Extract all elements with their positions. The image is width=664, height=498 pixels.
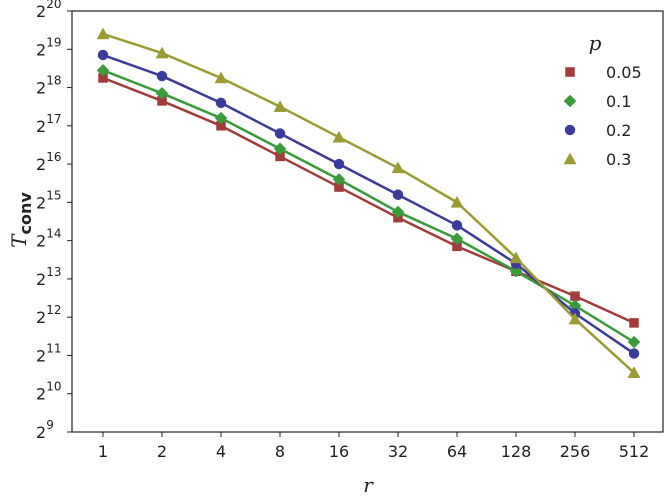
data-point bbox=[332, 130, 346, 143]
data-point bbox=[214, 71, 228, 84]
legend-label: 0.2 bbox=[606, 121, 631, 140]
legend-item-0.3: 0.3 bbox=[563, 150, 631, 169]
x-tick-label: 256 bbox=[560, 442, 591, 461]
x-tick-label: 16 bbox=[329, 442, 349, 461]
legend-marker bbox=[563, 94, 577, 108]
y-tick-label: 216 bbox=[36, 150, 61, 174]
legend: p0.05 0.1 0.2 0.3 bbox=[563, 31, 642, 169]
legend-label: 0.3 bbox=[606, 150, 631, 169]
series-line bbox=[102, 32, 635, 374]
x-tick-label: 128 bbox=[501, 442, 532, 461]
x-tick-label: 8 bbox=[275, 442, 285, 461]
data-point bbox=[332, 173, 346, 186]
y-tick-label: 220 bbox=[36, 0, 61, 21]
y-tick-label: 215 bbox=[36, 188, 61, 212]
data-point bbox=[274, 128, 286, 139]
data-point bbox=[450, 232, 464, 246]
legend-title: p bbox=[589, 31, 602, 55]
data-point bbox=[97, 49, 109, 61]
y-tick-label: 213 bbox=[36, 265, 61, 289]
data-point bbox=[568, 312, 582, 325]
y-tick-label: 214 bbox=[36, 227, 61, 251]
data-point bbox=[629, 318, 639, 328]
y-tick-label: 210 bbox=[36, 380, 61, 404]
data-point bbox=[627, 335, 641, 349]
data-point bbox=[451, 220, 463, 231]
data-point bbox=[333, 158, 345, 170]
series-0.3 bbox=[96, 27, 641, 378]
data-point bbox=[391, 205, 405, 219]
x-tick-label: 32 bbox=[388, 442, 408, 461]
y-tick-label: 211 bbox=[36, 341, 61, 365]
y-axis: 29 210 211 212 213 214 215 216 217 218 219 220 bbox=[36, 0, 72, 442]
data-point bbox=[215, 97, 227, 109]
data-point bbox=[628, 348, 640, 359]
data-point bbox=[392, 189, 404, 200]
x-tick-label: 64 bbox=[447, 442, 467, 461]
data-point bbox=[214, 111, 228, 125]
legend-item-0.1: 0.1 bbox=[563, 92, 631, 111]
y-tick-label: 219 bbox=[36, 35, 61, 59]
series-layer bbox=[96, 27, 641, 378]
legend-marker bbox=[563, 152, 577, 165]
x-tick-label: 512 bbox=[619, 442, 650, 461]
data-point bbox=[96, 63, 110, 77]
data-point bbox=[156, 70, 168, 82]
data-point bbox=[450, 195, 464, 208]
series-line bbox=[102, 76, 635, 325]
data-point bbox=[273, 142, 287, 156]
y-axis-label: Tconv bbox=[7, 192, 35, 248]
x-tick-label: 1 bbox=[98, 442, 108, 461]
data-point bbox=[509, 251, 523, 264]
data-point bbox=[96, 27, 110, 40]
legend-label: 0.05 bbox=[606, 63, 642, 82]
x-tick-label: 4 bbox=[216, 442, 226, 461]
legend-marker bbox=[565, 67, 575, 77]
data-point bbox=[155, 86, 169, 100]
legend-item-0.05: 0.05 bbox=[565, 63, 642, 82]
y-axis-label-main: T bbox=[7, 233, 31, 248]
x-axis: 1 2 4 8 16 32 64 128 256 512 bbox=[98, 432, 649, 461]
x-axis-label: r bbox=[363, 473, 374, 497]
y-tick-label: 218 bbox=[36, 74, 61, 98]
data-point bbox=[391, 161, 405, 174]
data-point bbox=[509, 264, 523, 278]
data-point bbox=[570, 291, 580, 301]
legend-marker bbox=[564, 124, 576, 136]
y-tick-label: 217 bbox=[36, 112, 61, 136]
legend-item-0.2: 0.2 bbox=[564, 121, 631, 140]
y-tick-label: 212 bbox=[36, 303, 61, 327]
data-point bbox=[273, 100, 287, 112]
data-point bbox=[155, 46, 169, 59]
x-tick-label: 2 bbox=[157, 442, 167, 461]
legend-label: 0.1 bbox=[606, 92, 631, 111]
y-axis-label-sub: conv bbox=[16, 192, 35, 235]
y-tick-label: 29 bbox=[36, 418, 54, 442]
data-point bbox=[627, 366, 641, 378]
